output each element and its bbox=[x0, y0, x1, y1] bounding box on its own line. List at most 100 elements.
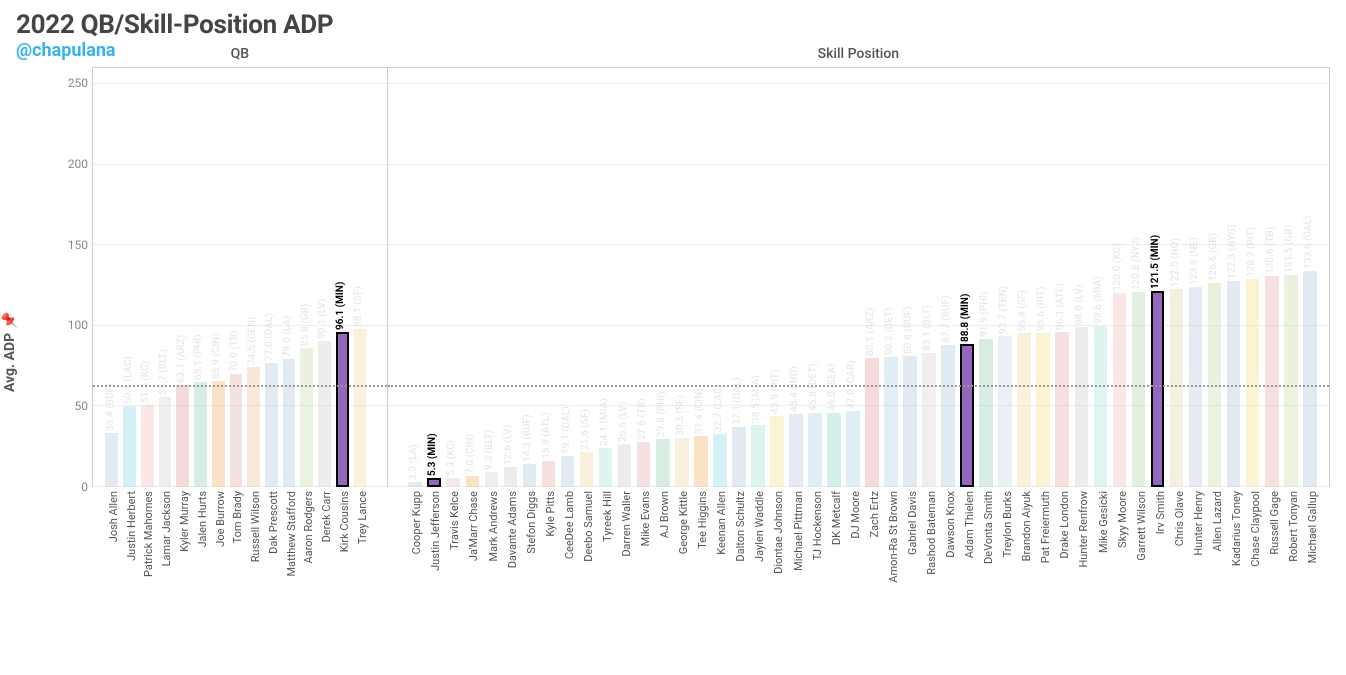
bar[interactable]: 21.6 (SF) bbox=[580, 452, 594, 487]
bar[interactable]: 93.7 (TEN) bbox=[998, 336, 1012, 487]
bar-slot: 46.0 (SEA) bbox=[824, 413, 843, 487]
bar-slot: 65.9 (CIN) bbox=[209, 381, 227, 487]
bar[interactable]: 43.9 (PIT) bbox=[770, 416, 784, 487]
bar[interactable]: 37.1 (DAL) bbox=[732, 427, 746, 487]
bar[interactable]: 33.4 (BUF) bbox=[105, 433, 118, 487]
bar-value-label: 127.3 (NYG) bbox=[1227, 225, 1238, 280]
bar[interactable]: 98.1 (SF) bbox=[354, 329, 367, 487]
x-tick-label: Lamar Jackson bbox=[160, 491, 173, 566]
bar-value-label: 122.5 (NO) bbox=[1170, 238, 1181, 287]
bar[interactable]: 63.1 (ARZ) bbox=[176, 385, 189, 487]
bar[interactable]: 122.5 (NO) bbox=[1170, 289, 1184, 487]
bar[interactable]: 46.0 (SEA) bbox=[827, 413, 841, 487]
bar[interactable]: 38.5 (MIA) bbox=[751, 425, 765, 487]
bars-area: 3.3 (LA) 5.3 (MIN) 5.3 (KC) 7.0 (CIN) 9.3 (B… bbox=[388, 68, 1329, 487]
bar[interactable]: 47.0 (CAR) bbox=[846, 411, 860, 487]
x-tick-label: Skyy Moore bbox=[1116, 491, 1129, 548]
bar[interactable]: 70.0 (TB) bbox=[230, 374, 243, 487]
bar[interactable]: 96.1 (MIN) bbox=[336, 332, 349, 487]
x-axis-labels: Josh AllenJustin HerbertPatrick MahomesL… bbox=[92, 487, 1330, 637]
bar-value-label: 5.3 (KC) bbox=[446, 440, 457, 476]
bar[interactable]: 80.8 (BUF) bbox=[903, 356, 917, 487]
bar-slot: 55.7 (BLT) bbox=[156, 397, 174, 487]
x-tick-label: Dak Prescott bbox=[267, 491, 280, 554]
bar[interactable]: 65.9 (CIN) bbox=[212, 381, 225, 487]
bar[interactable]: 29.8 (PHI) bbox=[656, 439, 670, 487]
bar[interactable]: 95.4 (SF) bbox=[1017, 333, 1031, 487]
bar[interactable]: 5.3 (MIN) bbox=[427, 478, 441, 487]
bar[interactable]: 131.5 (GB) bbox=[1284, 275, 1298, 487]
bar-slot: 133.6 (DAL) bbox=[1300, 271, 1319, 487]
bar[interactable]: 12.6 (LV) bbox=[504, 467, 518, 487]
bar[interactable]: 121.5 (MIN) bbox=[1151, 291, 1165, 487]
bar-slot: 26.6 (LV) bbox=[615, 444, 634, 487]
bar-slot: 85.8 (GB) bbox=[298, 348, 316, 487]
bar[interactable]: 88.8 (MIN) bbox=[960, 344, 974, 487]
x-tick-label: Michael Pittman bbox=[792, 491, 805, 571]
bar[interactable]: 87.7 (BUF) bbox=[941, 345, 955, 487]
bar[interactable]: 30.3 (SF) bbox=[675, 438, 689, 487]
x-tick-label: DJ Moore bbox=[849, 491, 862, 539]
bar-value-label: 7.0 (CIN) bbox=[465, 434, 476, 474]
x-tick-label: Chase Claypool bbox=[1249, 491, 1262, 567]
bar[interactable]: 83.1 (BLT) bbox=[922, 353, 936, 487]
bar[interactable]: 7.0 (CIN) bbox=[466, 476, 480, 487]
bar[interactable]: 15.9 (ATL) bbox=[542, 461, 556, 487]
bar[interactable]: 96.1 (ATL) bbox=[1055, 332, 1069, 487]
bar-slot: 5.3 (MIN) bbox=[425, 478, 444, 487]
bar[interactable]: 9.3 (BLT) bbox=[485, 472, 499, 487]
bar[interactable]: 65.1 (PHI) bbox=[194, 382, 207, 487]
bar[interactable]: 80.1 (ARZ) bbox=[865, 358, 879, 487]
bar[interactable]: 133.6 (DAL) bbox=[1303, 271, 1317, 487]
bar[interactable]: 45.4 (IND) bbox=[789, 414, 803, 487]
bar-slot: 43.9 (PIT) bbox=[767, 416, 786, 487]
bar[interactable]: 79.0 (LA) bbox=[283, 359, 296, 487]
bar[interactable]: 19.1 (DAL) bbox=[561, 456, 575, 487]
x-tick-label: Hunter Henry bbox=[1192, 491, 1205, 556]
bar[interactable]: 31.4 (CIN) bbox=[694, 436, 708, 487]
bar[interactable]: 98.8 (LV) bbox=[1075, 327, 1089, 487]
bar[interactable]: 80.2 (DET) bbox=[884, 357, 898, 487]
x-tick-label: Hunter Renfrow bbox=[1077, 491, 1090, 568]
bar[interactable]: 51.0 (KC) bbox=[141, 405, 154, 487]
x-tick-label: Deebo Samuel bbox=[582, 491, 595, 562]
y-axis-label: Avg. ADP 📌 bbox=[2, 312, 18, 392]
bar-value-label: 93.7 (TEN) bbox=[998, 286, 1009, 334]
bar-value-label: 45.4 (IND) bbox=[789, 366, 800, 412]
bar[interactable]: 27.6 (TB) bbox=[637, 442, 651, 487]
bar[interactable]: 90.1 (LV) bbox=[318, 341, 331, 487]
bar[interactable]: 120.8 (NYJ) bbox=[1132, 292, 1146, 487]
bar[interactable]: 14.3 (BUF) bbox=[523, 464, 537, 487]
bar[interactable]: 77.0 (DAL) bbox=[265, 363, 278, 487]
panel-qb: QB33.4 (BUF)50.4 (LAC)51.0 (KC)55.7 (BLT… bbox=[92, 68, 387, 487]
bar-value-label: 15.9 (ATL) bbox=[541, 413, 552, 460]
bar-slot: 51.0 (KC) bbox=[138, 405, 156, 487]
bar[interactable]: 24.1 (MIA) bbox=[599, 448, 613, 487]
bar-value-label: 65.1 (PHI) bbox=[193, 334, 204, 380]
bar[interactable]: 45.8 (DET) bbox=[808, 413, 822, 487]
bar-slot: 96.1 (MIN) bbox=[333, 332, 351, 487]
bar[interactable]: 99.6 (MIA) bbox=[1094, 326, 1108, 487]
bar[interactable]: 95.6 (PIT) bbox=[1036, 333, 1050, 487]
x-tick-label: Tom Brady bbox=[231, 491, 244, 543]
bar-slot: 27.6 (TB) bbox=[634, 442, 653, 487]
x-tick-label: Mike Evans bbox=[639, 491, 652, 546]
x-tick-label: Joe Burrow bbox=[214, 491, 227, 547]
bar-value-label: 121.5 (MIN) bbox=[1150, 235, 1161, 289]
bar[interactable]: 128.7 (PIT) bbox=[1246, 279, 1260, 487]
bar[interactable]: 85.8 (GB) bbox=[300, 348, 313, 487]
bar-value-label: 3.3 (LA) bbox=[408, 444, 419, 480]
bar[interactable]: 5.3 (KC) bbox=[446, 478, 460, 487]
bar[interactable]: 91.9 (PHI) bbox=[979, 339, 993, 487]
bar[interactable]: 32.7 (LAC) bbox=[713, 434, 727, 487]
bar-value-label: 30.3 (SF) bbox=[675, 395, 686, 436]
bar-value-label: 31.4 (CIN) bbox=[694, 389, 705, 435]
bar[interactable]: 50.4 (LAC) bbox=[123, 406, 136, 487]
bar-value-label: 29.8 (PHI) bbox=[656, 391, 667, 437]
bar[interactable]: 26.6 (LV) bbox=[618, 444, 632, 487]
bar[interactable]: 55.7 (BLT) bbox=[159, 397, 172, 487]
bar[interactable]: 130.6 (TB) bbox=[1265, 276, 1279, 487]
bar[interactable]: 120.0 (KC) bbox=[1113, 293, 1127, 487]
x-tick-label: Patrick Mahomes bbox=[142, 491, 155, 577]
x-tick-label: Justin Herbert bbox=[125, 491, 138, 561]
